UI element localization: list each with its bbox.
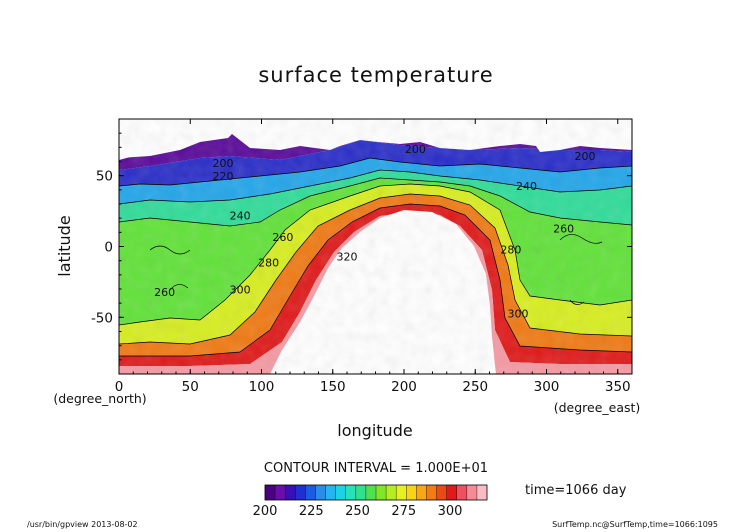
colorbar-ticks: 200 225 250 275 300 (253, 504, 463, 519)
colorbar-swatch (275, 485, 286, 500)
contour-label: 320 (337, 251, 358, 264)
contour-interval-label: CONTOUR INTERVAL = 1.000E+01 (264, 461, 488, 476)
contour-label: 260 (553, 222, 574, 235)
colorbar-tick-label: 300 (438, 504, 463, 519)
colorbar-swatch (436, 485, 447, 500)
colorbar-swatch (295, 485, 306, 500)
colorbar-swatch (305, 485, 316, 500)
contour-label: 200 (405, 143, 426, 156)
colorbar-swatch (335, 485, 347, 500)
contour-label: 240 (230, 210, 251, 223)
colorbar-swatch (456, 485, 468, 500)
contour-label: 300 (230, 283, 251, 296)
colorbar-swatch (406, 485, 417, 500)
time-label: time=1066 day (525, 483, 627, 498)
y-axis-unit: (degree_north) (53, 391, 146, 406)
footer-right: SurfTemp.nc@SurfTemp,time=1066:1095 (552, 520, 718, 529)
colorbar-swatch (416, 485, 427, 500)
contour-label: 200 (213, 157, 234, 170)
contour-label: 200 (574, 150, 595, 163)
contour-lines (119, 157, 632, 357)
colorbar-swatch (365, 485, 377, 500)
colorbar-swatch (396, 485, 407, 500)
contour-label: 280 (500, 244, 521, 257)
x-tick-label: 200 (391, 379, 417, 395)
y-tick-label: 50 (96, 169, 113, 185)
colorbar-tick-label: 200 (253, 504, 278, 519)
x-tick-label: 300 (534, 379, 560, 395)
colorbar-swatch (315, 485, 326, 500)
x-axis: 0 50 100 150 200 250 300 350 (115, 119, 633, 395)
chart-title: surface temperature (258, 63, 493, 87)
x-axis-unit: (degree_east) (554, 400, 641, 415)
colorbar-tick-label: 225 (299, 504, 324, 519)
colorbar (264, 484, 488, 501)
y-axis-label: latitude (55, 215, 74, 276)
colorbar-swatch (376, 485, 387, 500)
x-tick-label: 50 (182, 379, 199, 395)
contour-label: 220 (213, 170, 234, 183)
contour-label: 260 (154, 286, 175, 299)
x-axis-label: longitude (337, 421, 412, 440)
y-tick-label: -50 (91, 310, 113, 326)
footer-left: /usr/bin/gpview 2013-08-02 (27, 520, 138, 529)
colorbar-swatch (355, 485, 367, 500)
colorbar-swatch (466, 485, 478, 500)
x-tick-label: 100 (249, 379, 275, 395)
y-tick-label: 0 (104, 240, 113, 256)
colorbar-swatch (476, 485, 488, 500)
colorbar-swatch (446, 485, 458, 500)
x-tick-label: 250 (462, 379, 488, 395)
colorbar-tick-label: 250 (345, 504, 370, 519)
colorbar-swatch (386, 485, 397, 500)
contour-label: 300 (508, 307, 529, 320)
contour-label: 280 (258, 256, 279, 269)
colorbar-swatch (426, 485, 437, 500)
x-tick-label: 350 (605, 379, 631, 395)
contour-label: 260 (272, 231, 293, 244)
colorbar-swatch (285, 485, 296, 500)
contour-label: 240 (516, 180, 537, 193)
colorbar-swatch (265, 485, 276, 500)
x-tick-label: 150 (320, 379, 346, 395)
y-axis: 50 0 -50 (91, 132, 632, 361)
colorbar-swatch (325, 485, 336, 500)
colorbar-tick-label: 275 (391, 504, 416, 519)
colorbar-swatch (345, 485, 357, 500)
x-tick-label: 0 (115, 379, 124, 395)
